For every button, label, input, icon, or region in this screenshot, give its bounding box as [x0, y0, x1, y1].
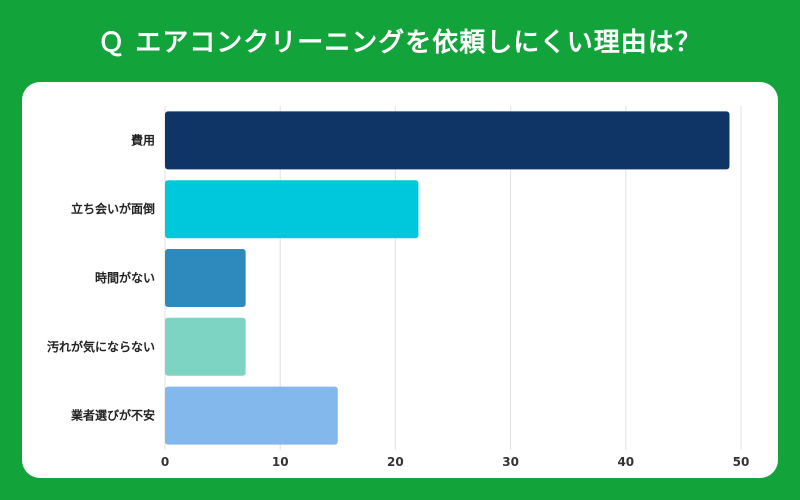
x-tick-label: 10	[272, 455, 289, 469]
bar	[165, 180, 419, 239]
bars	[165, 111, 730, 445]
category-label: 費用	[131, 132, 155, 147]
bar	[165, 317, 246, 376]
chart-card: 費用立ち会いが面倒時間がない汚れが気にならない業者選びが不安 0 10 20 30 40…	[22, 82, 778, 478]
x-tick-label: 40	[617, 455, 634, 469]
chart-title: Ｑ エアコンクリーニングを依頼しにくい理由は？	[98, 28, 702, 58]
category-label: 時間がない	[95, 270, 155, 285]
category-label: 業者選びが不安	[70, 408, 155, 423]
bar	[165, 386, 338, 445]
bar	[165, 249, 246, 307]
x-tick-label: 20	[387, 455, 404, 469]
category-label: 立ち会いが面倒	[71, 201, 155, 216]
bar	[165, 111, 730, 170]
x-tick-labels: 0 10 20 30 40 50	[161, 455, 750, 469]
category-label: 汚れが気にならない	[47, 339, 155, 354]
x-tick-label: 50	[733, 455, 750, 469]
x-tick-label: 0	[161, 455, 169, 469]
x-tick-label: 30	[502, 455, 519, 469]
